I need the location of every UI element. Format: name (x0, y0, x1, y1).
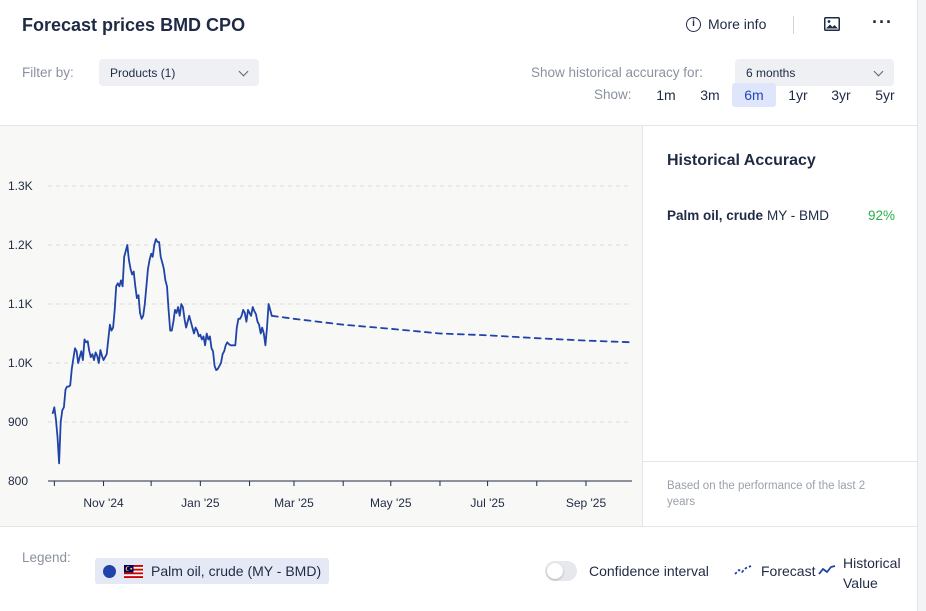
x-tick-label: Mar '25 (274, 496, 314, 510)
historical-series-line (51, 238, 273, 465)
y-tick-label: 1.0K (8, 356, 33, 370)
price-chart: 800 900 1.0K 1.1K 1.2K 1.3K Nov '24 Jan '25 Mar … (8, 179, 633, 510)
forecast-label: Forecast (761, 563, 816, 579)
chevron-down-icon (238, 66, 249, 77)
forecast-line-icon (734, 565, 752, 575)
malaysia-flag-icon (124, 564, 143, 578)
historical-accuracy-title: Historical Accuracy (667, 152, 816, 169)
range-3m[interactable]: 3m (700, 87, 720, 103)
show-label: Show: (594, 87, 632, 102)
header-divider (793, 16, 794, 34)
accuracy-period-value: 6 months (746, 65, 796, 80)
x-tick-label: May '25 (370, 496, 412, 510)
range-3yr[interactable]: 3yr (831, 87, 851, 103)
historical-line-icon (818, 565, 836, 575)
legend-series-name: Palm oil, crude (MY - BMD) (151, 563, 322, 579)
accuracy-market: MY - BMD (767, 208, 830, 223)
legend-series-chip[interactable]: Palm oil, crude (MY - BMD) (95, 558, 330, 584)
confidence-interval-toggle[interactable] (545, 561, 577, 581)
products-select[interactable]: Products (1) (99, 59, 259, 86)
section-divider (0, 125, 918, 126)
sidebar-divider (643, 461, 918, 462)
x-tick-label: Jul '25 (470, 496, 505, 510)
y-tick-label: 900 (8, 415, 28, 429)
confidence-interval-label: Confidence interval (589, 563, 709, 579)
accuracy-period-select[interactable]: 6 months (735, 59, 894, 86)
more-info-label: More info (708, 16, 767, 32)
y-tick-label: 800 (8, 474, 28, 488)
image-export-icon[interactable] (824, 17, 840, 31)
info-icon: i (686, 16, 701, 32)
y-tick-label: 1.2K (8, 238, 33, 252)
range-1m[interactable]: 1m (656, 87, 676, 103)
accuracy-value: 92% (868, 208, 896, 223)
panel-divider (642, 126, 643, 526)
historical-value-label: Historical Value (843, 555, 901, 591)
more-options-icon[interactable]: ··· (872, 12, 893, 32)
page-title: Forecast prices BMD CPO (22, 15, 246, 35)
more-info-button[interactable]: i More info (686, 16, 766, 32)
chart-area: 800 900 1.0K 1.1K 1.2K 1.3K Nov '24 Jan '25 Mar … (0, 126, 642, 526)
products-select-value: Products (1) (110, 65, 176, 80)
x-tick-label: Jan '25 (181, 496, 220, 510)
forecast-series-line (270, 314, 633, 344)
chevron-down-icon (873, 66, 884, 77)
range-1yr[interactable]: 1yr (788, 87, 808, 103)
series-color-dot (103, 564, 116, 578)
accuracy-note: Based on the performance of the last 2 y… (667, 480, 866, 508)
range-6m[interactable]: 6m (732, 83, 776, 107)
x-tick-label: Nov '24 (83, 496, 124, 510)
filter-by-label: Filter by: (22, 65, 74, 80)
y-tick-label: 1.3K (8, 179, 33, 193)
legend-label: Legend: (22, 550, 71, 565)
x-tick-label: Sep '25 (566, 496, 607, 510)
range-5yr[interactable]: 5yr (875, 87, 895, 103)
y-tick-label: 1.1K (8, 297, 33, 311)
accuracy-label: Show historical accuracy for: (531, 65, 703, 80)
accuracy-product-name: Palm oil, crude (667, 208, 764, 223)
legend-divider (0, 526, 918, 527)
